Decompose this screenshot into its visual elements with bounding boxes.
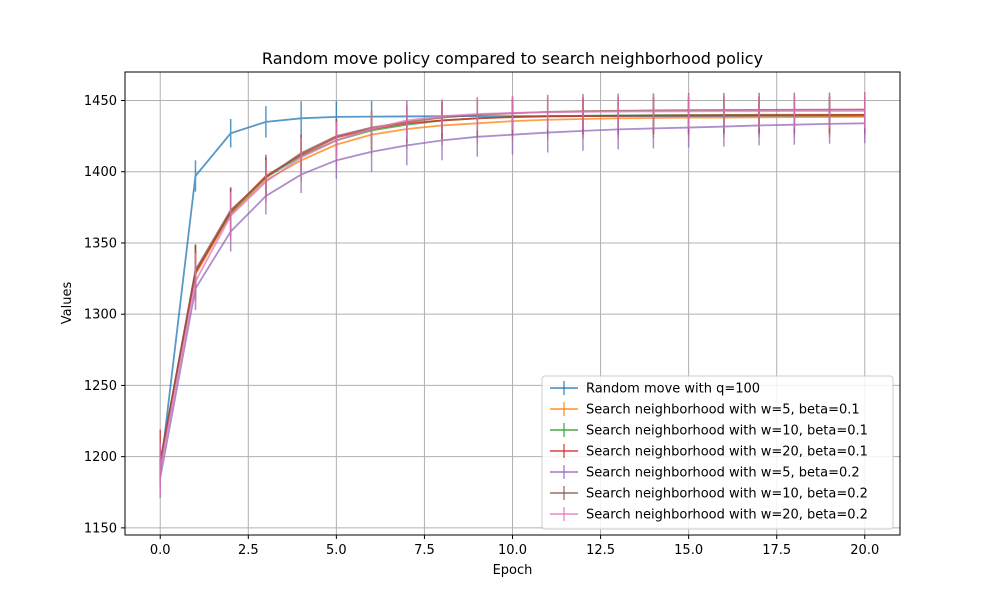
x-tick-label: 10.0 [498, 543, 527, 558]
legend-entry: Search neighborhood with w=5, beta=0.2 [550, 465, 860, 481]
legend-entry: Random move with q=100 [550, 381, 760, 397]
x-axis-label: Epoch [493, 563, 533, 578]
legend-label: Search neighborhood with w=10, beta=0.2 [586, 487, 868, 502]
y-axis-label: Values [60, 282, 75, 325]
y-tick-label: 1450 [84, 94, 117, 109]
x-tick-label: 17.5 [762, 543, 791, 558]
legend-label: Search neighborhood with w=10, beta=0.1 [586, 424, 868, 439]
y-tick-label: 1150 [84, 521, 117, 536]
legend-entry: Search neighborhood with w=10, beta=0.2 [550, 486, 868, 502]
series-line [159, 109, 865, 470]
legend-entry: Search neighborhood with w=20, beta=0.2 [550, 507, 868, 523]
ticks: 0.0 2.5 5.0 7.5 10.0 12.5 15.0 17.5 20.0 1150 1200… [84, 94, 879, 558]
x-tick-label: 12.5 [586, 543, 615, 558]
legend-label: Search neighborhood with w=20, beta=0.1 [586, 445, 868, 460]
series-6 [159, 93, 866, 497]
y-tick-label: 1250 [84, 379, 117, 394]
legend-entry: Search neighborhood with w=5, beta=0.1 [550, 402, 860, 418]
y-tick-label: 1300 [84, 308, 117, 323]
x-tick-label: 0.0 [150, 543, 171, 558]
y-tick-label: 1350 [84, 236, 117, 251]
y-tick-label: 1200 [84, 450, 117, 465]
legend-box [541, 375, 894, 530]
legend-entry: Search neighborhood with w=10, beta=0.1 [550, 423, 868, 439]
x-tick-label: 15.0 [674, 543, 703, 558]
chart-title: Random move policy compared to search ne… [262, 49, 763, 68]
series-group [159, 92, 866, 498]
x-tick-label: 2.5 [238, 543, 259, 558]
legend-label: Search neighborhood with w=5, beta=0.2 [586, 466, 860, 481]
legend-label: Search neighborhood with w=20, beta=0.2 [586, 508, 868, 523]
series-line [159, 122, 865, 479]
y-tick-label: 1400 [84, 165, 117, 180]
legend: Random move with q=100 Search neighborhoo… [541, 375, 894, 530]
legend-entry: Search neighborhood with w=20, beta=0.1 [550, 444, 868, 460]
x-tick-label: 5.0 [326, 543, 347, 558]
legend-label: Random move with q=100 [586, 382, 760, 397]
x-tick-label: 20.0 [850, 543, 879, 558]
legend-label: Search neighborhood with w=5, beta=0.1 [586, 403, 860, 418]
x-tick-label: 7.5 [414, 543, 435, 558]
